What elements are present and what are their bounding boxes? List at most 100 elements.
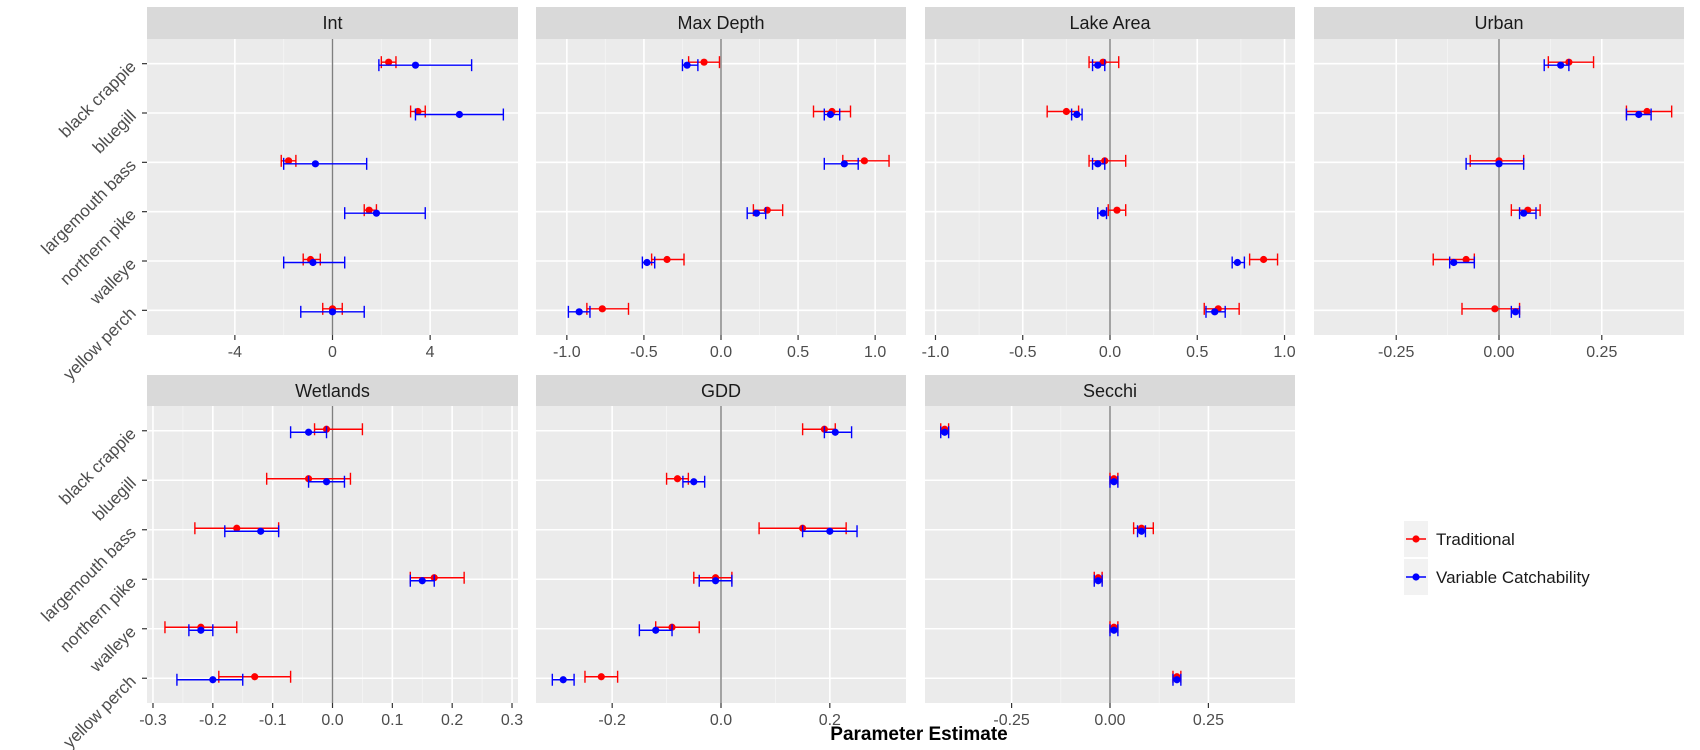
- estimate-point-walleye: [197, 626, 205, 634]
- panel-max-depth: Max Depth -1.0 -0.5 0.0 0.5 1.0: [536, 7, 906, 361]
- y-tick-label-yellow-perch: yellow perch: [60, 304, 140, 384]
- x-tick-label: 0.0: [710, 344, 732, 361]
- estimate-point-black-crappie: [683, 61, 691, 69]
- estimate-point-bluegill: [690, 478, 698, 486]
- x-tick-label: -0.25: [1378, 344, 1415, 361]
- x-tick-label: 1.0: [1273, 344, 1295, 361]
- series-variable-catchability-wetlands: [176, 426, 435, 686]
- x-tick-label: 0.25: [1193, 712, 1224, 729]
- x-tick-label: 0.0: [1099, 344, 1121, 361]
- y-tick-label-bluegill: bluegill: [89, 106, 140, 157]
- estimate-point-northern-pike: [1520, 209, 1528, 217]
- panel-secchi: Secchi -0.25 0.00 0.25: [925, 375, 1295, 729]
- estimate-point-bluegill: [455, 110, 464, 119]
- estimate-point-largemouth-bass: [1137, 527, 1146, 535]
- x-tick-label: 4: [426, 344, 435, 361]
- facet-title-secchi: Secchi: [1083, 381, 1137, 401]
- estimate-point-black-crappie: [411, 61, 420, 69]
- estimate-point-largemouth-bass: [860, 157, 868, 165]
- series-variable-catchability-secchi: [940, 426, 1182, 686]
- facet-title-urban: Urban: [1474, 13, 1523, 33]
- series-variable-catchability-lake-area: [1070, 59, 1246, 318]
- estimate-point-black-crappie: [1557, 61, 1565, 69]
- estimate-point-largemouth-bass: [233, 524, 241, 532]
- estimate-point-walleye: [309, 258, 317, 267]
- x-tick-label: 0.0: [321, 712, 343, 729]
- estimate-point-northern-pike: [1113, 206, 1121, 214]
- estimate-point-northern-pike: [1094, 577, 1102, 585]
- estimate-point-bluegill: [1110, 478, 1118, 486]
- series-traditional-int: [280, 56, 426, 315]
- estimate-point-northern-pike: [711, 577, 720, 585]
- facet-strip-urban: [1314, 7, 1684, 39]
- estimate-point-walleye: [1110, 626, 1118, 634]
- x-tick-label: -0.3: [139, 712, 167, 729]
- series-variable-catchability-int: [282, 59, 505, 318]
- estimate-point-yellow-perch: [1173, 676, 1181, 684]
- estimate-point-bluegill: [673, 475, 682, 483]
- legend-label-variable-catchability: Variable Catchability: [1436, 568, 1590, 587]
- x-tick-label: 0: [328, 344, 337, 361]
- facet-strip-gdd: [536, 375, 906, 406]
- estimate-point-largemouth-bass: [1495, 160, 1503, 168]
- facet-title-max-depth: Max Depth: [677, 13, 764, 33]
- x-tick-label: 0.1: [381, 712, 403, 729]
- facet-title-lake-area: Lake Area: [1069, 13, 1151, 33]
- estimate-point-yellow-perch: [328, 308, 337, 316]
- facet-strip-wetlands: [147, 375, 518, 406]
- estimate-point-bluegill: [1643, 107, 1651, 116]
- estimate-point-yellow-perch: [597, 673, 605, 681]
- facet-title-gdd: GDD: [701, 381, 741, 401]
- panel-urban: Urban -0.25 0.00 0.25: [1314, 7, 1684, 361]
- x-tick-label: 0.00: [1094, 712, 1125, 729]
- estimate-point-northern-pike: [1099, 209, 1107, 217]
- estimate-point-bluegill: [1073, 110, 1081, 119]
- x-tick-label: -1.0: [553, 344, 581, 361]
- panel-gdd: GDD -0.2 0.0 0.2: [536, 375, 906, 729]
- estimate-point-black-crappie: [304, 428, 313, 436]
- x-tick-label: -0.1: [259, 712, 287, 729]
- facet-strip-secchi: [925, 375, 1295, 406]
- estimate-point-largemouth-bass: [257, 527, 265, 535]
- x-tick-label: 0.3: [501, 712, 523, 729]
- estimate-point-yellow-perch: [1511, 308, 1520, 316]
- legend-key-point: [1412, 535, 1420, 543]
- estimate-point-black-crappie: [941, 428, 949, 436]
- estimate-point-yellow-perch: [1211, 308, 1219, 316]
- facet-title-int: Int: [322, 13, 342, 33]
- estimate-point-black-crappie: [700, 58, 708, 66]
- series-traditional-urban: [1432, 56, 1673, 315]
- estimate-point-walleye: [643, 258, 651, 267]
- estimate-point-largemouth-bass: [311, 160, 320, 168]
- estimate-point-walleye: [1233, 258, 1242, 267]
- estimate-point-walleye: [1462, 255, 1470, 264]
- estimate-point-yellow-perch: [575, 308, 583, 316]
- series-variable-catchability-max-depth: [567, 59, 859, 318]
- estimate-point-northern-pike: [365, 206, 373, 214]
- x-tick-label: -0.2: [598, 712, 626, 729]
- x-tick-label: -0.5: [1009, 344, 1037, 361]
- x-tick-label: 0.2: [441, 712, 463, 729]
- series-variable-catchability-gdd: [551, 426, 858, 686]
- estimate-point-northern-pike: [752, 209, 761, 217]
- legend-label-traditional: Traditional: [1436, 530, 1515, 549]
- estimate-point-northern-pike: [372, 209, 381, 217]
- estimate-point-bluegill: [1635, 110, 1643, 119]
- estimate-point-walleye: [1259, 255, 1268, 264]
- x-tick-label: -0.5: [630, 344, 658, 361]
- estimate-point-bluegill: [322, 478, 331, 486]
- estimate-point-walleye: [652, 626, 660, 634]
- facet-title-wetlands: Wetlands: [295, 381, 370, 401]
- x-tick-label: 0.0: [710, 712, 732, 729]
- estimate-point-largemouth-bass: [840, 160, 848, 168]
- estimate-point-yellow-perch: [1491, 305, 1499, 313]
- estimate-point-black-crappie: [1094, 61, 1102, 69]
- x-tick-label: -0.25: [993, 712, 1030, 729]
- x-tick-label: 0.5: [787, 344, 809, 361]
- x-tick-label: -1.0: [922, 344, 950, 361]
- estimate-point-yellow-perch: [559, 676, 567, 684]
- estimate-point-yellow-perch: [209, 676, 217, 684]
